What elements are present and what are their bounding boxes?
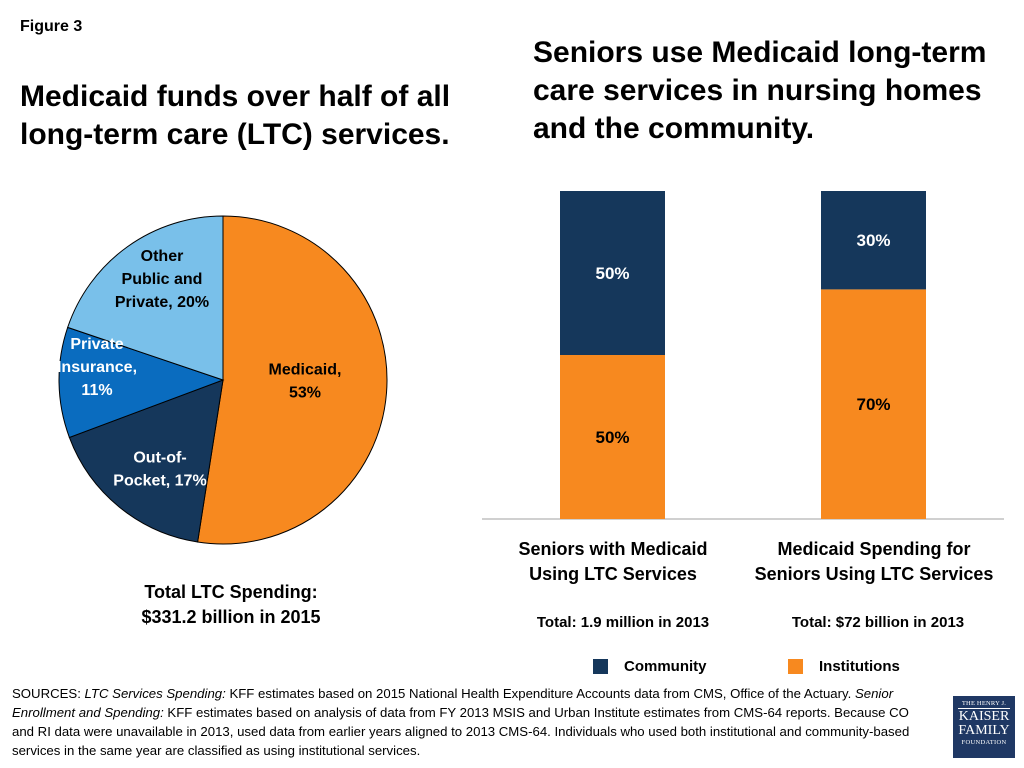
bar-category-label-1: Seniors with Medicaid Using LTC Services	[488, 537, 738, 587]
bar-institutions-1	[560, 355, 665, 519]
logo-rule	[958, 708, 1010, 709]
logo-line-4: FOUNDATION	[961, 739, 1007, 746]
kaiser-family-foundation-logo: THE HENRY J. KAISER FAMILY FOUNDATION	[953, 696, 1015, 758]
bar-community-1	[560, 191, 665, 355]
institutions-swatch	[788, 658, 803, 674]
stacked-bar-chart: 50% 50% 70% 30%	[482, 191, 1004, 520]
legend-label-institutions: Institutions	[819, 657, 900, 675]
bar-data-label-institutions-2: 70%	[856, 395, 890, 414]
legend-label-community: Community	[624, 657, 707, 675]
sources-lead-1: LTC Services Spending:	[84, 686, 226, 701]
pie-total-label: Total LTC Spending: $331.2 billion in 20…	[100, 580, 362, 630]
pie-slice-3	[58, 326, 225, 439]
community-swatch	[593, 658, 608, 674]
sources-text-2: KFF estimates based on analysis of data …	[12, 705, 910, 758]
pie-total-line-1: Total LTC Spending:	[144, 582, 318, 602]
pie-slice-label-2: Out-of-Pocket, 17%	[113, 450, 206, 490]
pie-chart-title: Medicaid funds over half of all long-ter…	[20, 80, 451, 151]
bar-category-2-line-2: Seniors Using LTC Services	[754, 564, 994, 584]
legend-item-community: Community	[593, 655, 707, 677]
logo-line-3: FAMILY	[958, 723, 1010, 738]
bar-total-label-2: Total: $72 billion in 2013	[791, 614, 965, 631]
sources-text-1: KFF estimates based on 2015 National Hea…	[225, 686, 855, 701]
bar-data-label-community-2: 30%	[856, 231, 890, 250]
bar-total-label-1: Total: 1.9 million in 2013	[536, 614, 710, 631]
bar-category-label-2: Medicaid Spending for Seniors Using LTC …	[749, 537, 999, 587]
figure-label: Figure 3	[20, 18, 83, 35]
bar-data-label-institutions-1: 50%	[595, 428, 629, 447]
bar-category-1-line-2: Using LTC Services	[529, 564, 697, 584]
pie-slice-4	[67, 215, 224, 381]
bar-category-2-line-1: Medicaid Spending for	[777, 539, 971, 559]
pie-total-line-2: $331.2 billion in 2015	[141, 607, 321, 627]
sources-prefix: SOURCES:	[12, 686, 85, 701]
logo-line-2: KAISER	[958, 709, 1010, 724]
pie-slice-label-1: Medicaid, 53%	[269, 362, 342, 402]
bar-data-label-community-1: 50%	[595, 264, 629, 283]
pie-slice-1	[197, 215, 388, 545]
bar-institutions-2	[821, 289, 926, 519]
bar-category-1-line-1: Seniors with Medicaid	[518, 539, 708, 559]
sources-note: SOURCES: LTC Services Spending: KFF esti…	[12, 684, 932, 760]
legend-item-institutions: Institutions	[788, 655, 900, 677]
logo-line-1: THE HENRY J.	[961, 700, 1007, 707]
pie-slice-2	[68, 379, 224, 543]
pie-slice-label-3: Private Insurance, 11%	[57, 336, 137, 399]
pie-chart: Medicaid, 53% Out-of-Pocket, 17% Private Ins…	[57, 215, 388, 545]
sources-lead-2: Senior Enrollment and Spending:	[12, 686, 894, 720]
bar-community-2	[821, 191, 926, 290]
pie-slice-label-4: Other Public and Private, 20%	[115, 248, 209, 311]
bar-chart-title: Seniors use Medicaid long-term care serv…	[533, 36, 987, 145]
